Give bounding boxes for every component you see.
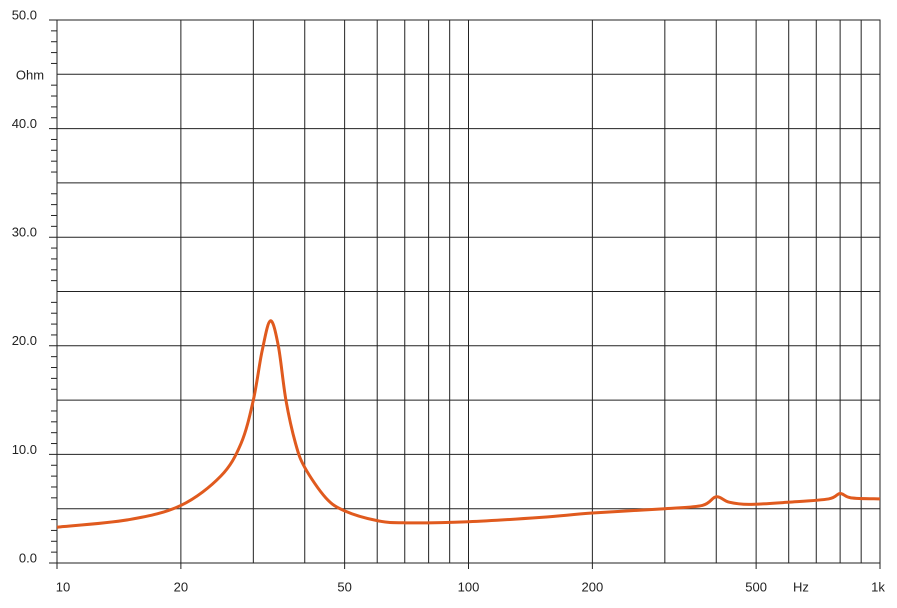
x-tick-label: 500 bbox=[745, 579, 767, 594]
y-tick-label: 50.0 bbox=[12, 7, 37, 22]
y-tick-label: 40.0 bbox=[12, 116, 37, 131]
x-tick-label: 10 bbox=[56, 579, 70, 594]
plot-frame bbox=[56, 19, 881, 564]
x-tick-label: 1k bbox=[871, 579, 885, 594]
x-unit: Hz bbox=[793, 579, 809, 594]
y-tick-label: 30.0 bbox=[12, 225, 37, 240]
x-tick-label: 20 bbox=[174, 579, 188, 594]
y-tick-label: 10.0 bbox=[12, 442, 37, 457]
x-tick-label: 100 bbox=[458, 579, 480, 594]
x-tick-label: 200 bbox=[582, 579, 604, 594]
impedance-line bbox=[56, 319, 881, 529]
y-tick-label: 0.0 bbox=[19, 550, 37, 565]
y-unit: Ohm bbox=[16, 67, 44, 82]
y-tick-label: 20.0 bbox=[12, 333, 37, 348]
x-tick-label: 50 bbox=[337, 579, 351, 594]
